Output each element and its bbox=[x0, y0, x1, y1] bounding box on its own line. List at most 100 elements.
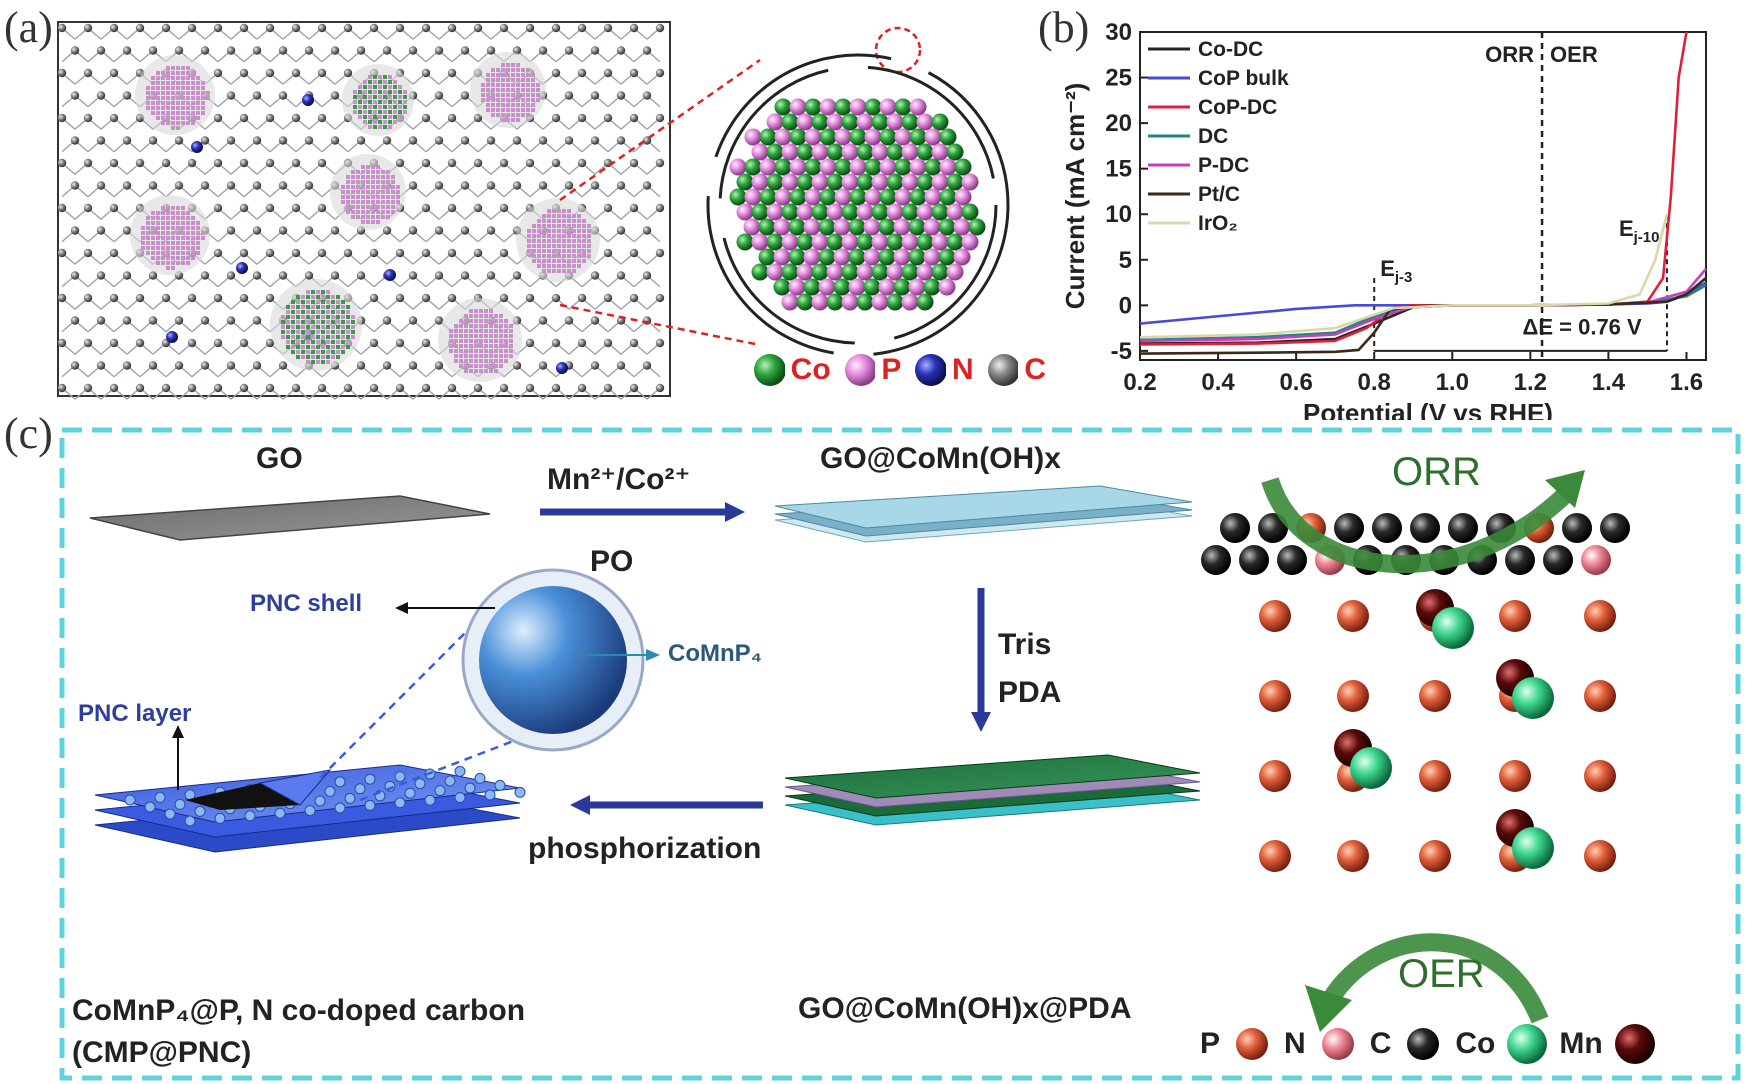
legend-a-label-co: Co bbox=[790, 353, 831, 386]
phosphorus-atom bbox=[1337, 840, 1369, 872]
carbon-atom bbox=[525, 23, 535, 33]
carbon-atom bbox=[239, 293, 249, 303]
carbon-atom bbox=[473, 158, 483, 168]
surface-atom bbox=[1410, 513, 1440, 543]
carbon-atom bbox=[226, 136, 236, 145]
carbon-atom bbox=[460, 181, 470, 190]
x-tick-label: 0.2 bbox=[1123, 369, 1156, 396]
x-tick-label: 0.8 bbox=[1358, 369, 1391, 396]
carbon-atom bbox=[473, 23, 483, 33]
carbon-atom bbox=[577, 113, 587, 123]
carbon-atom bbox=[304, 181, 314, 190]
go-sheet bbox=[89, 495, 491, 541]
carbon-atom bbox=[200, 361, 210, 370]
carbon-atom bbox=[603, 338, 613, 348]
x-tick-label: 1.6 bbox=[1670, 369, 1703, 396]
carbon-atom bbox=[291, 68, 301, 78]
carbon-atom bbox=[122, 226, 132, 235]
carbon-atom bbox=[551, 158, 561, 168]
carbon-atom bbox=[421, 338, 431, 348]
carbon-atom bbox=[525, 158, 535, 168]
carbon-atom bbox=[629, 293, 639, 303]
carbon-atom bbox=[616, 226, 626, 235]
surface-atom bbox=[1239, 545, 1269, 575]
phosphorus-atom bbox=[1337, 680, 1369, 712]
carbon-atom bbox=[434, 181, 444, 190]
carbon-atom bbox=[96, 361, 106, 370]
carbon-atom bbox=[213, 293, 223, 303]
legend-label-3: DC bbox=[1198, 125, 1228, 148]
carbon-atom bbox=[642, 91, 652, 100]
carbon-atom bbox=[603, 68, 613, 78]
panel-c-legend: P N C Co Mn bbox=[1200, 1022, 1740, 1072]
carbon-atom bbox=[590, 136, 600, 145]
phosphorus-atom bbox=[1499, 600, 1531, 632]
carbon-atom bbox=[70, 226, 80, 235]
carbon-atom bbox=[499, 248, 509, 258]
carbon-atom bbox=[265, 113, 275, 123]
x-tick-label: 1.2 bbox=[1514, 369, 1547, 396]
carbon-atom bbox=[655, 293, 665, 303]
carbon-atom bbox=[603, 113, 613, 123]
carbon-atom bbox=[161, 158, 171, 168]
carbon-atom bbox=[551, 338, 561, 348]
carbon-atom bbox=[551, 113, 561, 123]
carbon-atom bbox=[122, 91, 132, 100]
series-line-6 bbox=[1139, 213, 1669, 339]
surface-atom bbox=[1505, 545, 1535, 575]
reagent-tris: Tris bbox=[998, 628, 1052, 661]
legend-label-4: P-DC bbox=[1198, 154, 1249, 177]
nitrogen-atom bbox=[166, 331, 178, 343]
carbon-atom bbox=[174, 361, 184, 370]
carbon-atom bbox=[278, 91, 288, 100]
carbon-atom bbox=[135, 23, 145, 33]
carbon-atom bbox=[213, 248, 223, 258]
comnp4-core bbox=[479, 586, 627, 734]
go-comn-label: GO@CoMn(OH)x bbox=[820, 442, 1061, 475]
carbon-atom bbox=[447, 158, 457, 168]
carbon-atom bbox=[629, 248, 639, 258]
carbon-atom bbox=[135, 158, 145, 168]
panel-b-label: (b) bbox=[1038, 3, 1090, 52]
carbon-atom bbox=[655, 203, 665, 213]
phosphorus-atom bbox=[1419, 680, 1451, 712]
cobalt-atom bbox=[1512, 677, 1554, 719]
carbon-atom bbox=[122, 136, 132, 145]
carbon-atom bbox=[499, 23, 509, 33]
surface-atom bbox=[1448, 513, 1478, 543]
carbon-atom bbox=[330, 271, 340, 280]
carbon-atom bbox=[70, 181, 80, 190]
carbon-atom bbox=[57, 248, 67, 258]
surface-atom bbox=[1334, 513, 1364, 543]
carbon-atom bbox=[278, 136, 288, 145]
lsv-chart: 0.2 0.4 0.6 0.8 1.0 1.2 1.4 1.6 -5 0 5 10 15 20 25 30 Po… bbox=[1060, 19, 1707, 420]
carbon-atom bbox=[512, 181, 522, 190]
carbon-atom bbox=[473, 203, 483, 213]
carbon-atom bbox=[603, 23, 613, 33]
carbon-atom bbox=[473, 113, 483, 123]
carbon-atom bbox=[395, 338, 405, 348]
carbon-atom bbox=[239, 113, 249, 123]
carbon-atom bbox=[83, 68, 93, 78]
carbon-atom bbox=[226, 316, 236, 325]
zoom-highlight-circle bbox=[874, 26, 922, 74]
carbon-atom bbox=[278, 361, 288, 370]
carbon-atom bbox=[447, 113, 457, 123]
carbon-atom bbox=[473, 248, 483, 258]
legend-label-5: Pt/C bbox=[1198, 183, 1240, 206]
legend-label-6: IrO₂ bbox=[1198, 212, 1238, 235]
carbon-atom bbox=[564, 46, 574, 55]
carbon-atom bbox=[187, 158, 197, 168]
carbon-atom bbox=[174, 181, 184, 190]
carbon-atom bbox=[616, 361, 626, 370]
carbon-atom bbox=[226, 271, 236, 280]
y-axis-label: Current (mA cm⁻²) bbox=[1060, 83, 1090, 310]
panel-c-figure bbox=[59, 427, 1741, 1081]
carbon-atom bbox=[408, 226, 418, 235]
carbon-atom bbox=[291, 23, 301, 33]
phosphorus-atom bbox=[1259, 680, 1291, 712]
carbon-atom bbox=[499, 293, 509, 303]
carbon-atom bbox=[213, 23, 223, 33]
carbon-atom bbox=[252, 361, 262, 370]
carbon-atom bbox=[57, 338, 67, 348]
